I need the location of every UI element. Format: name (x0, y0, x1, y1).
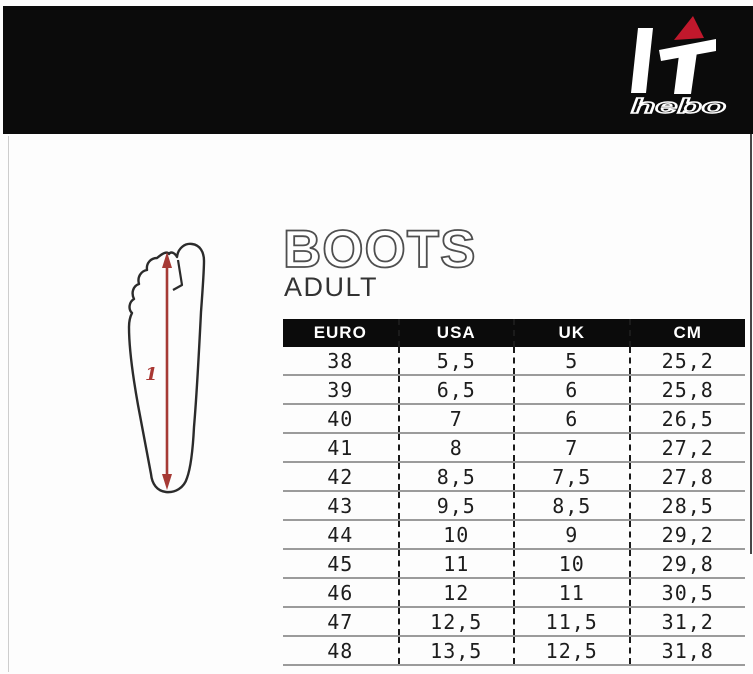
size-cell: 10 (398, 520, 515, 550)
size-cell: 31,8 (629, 636, 745, 666)
red-flag-triangle-icon (674, 16, 704, 40)
table-row: 44 10 9 29,2 (283, 520, 745, 550)
size-cell: 6 (514, 404, 631, 434)
table-row: 39 6,5 6 25,8 (283, 375, 745, 405)
table-row: 42 8,5 7,5 27,8 (283, 462, 745, 492)
size-cell: 44 (283, 520, 400, 550)
measure-label: 1 (145, 364, 158, 385)
size-cell: 5,5 (398, 347, 515, 376)
column-header-usa: USA (398, 319, 515, 347)
size-cell: 41 (283, 433, 400, 463)
size-cell: 8,5 (398, 462, 515, 492)
left-edge-line (8, 136, 9, 672)
size-cell: 11,5 (514, 607, 631, 637)
size-cell: 12 (398, 578, 515, 608)
column-header-uk: UK (514, 319, 631, 347)
table-row: 40 7 6 26,5 (283, 404, 745, 434)
table-row: 48 13,5 12,5 31,8 (283, 636, 745, 666)
table-row: 47 12,5 11,5 31,2 (283, 607, 745, 637)
size-cell: 43 (283, 491, 400, 521)
table-row: 46 12 11 30,5 (283, 578, 745, 608)
size-cell: 12,5 (514, 636, 631, 666)
size-cell: 29,8 (629, 549, 745, 579)
size-cell: 42 (283, 462, 400, 492)
size-cell: 8,5 (514, 491, 631, 521)
size-cell: 27,8 (629, 462, 745, 492)
size-cell: 27,2 (629, 433, 745, 463)
size-cell: 28,5 (629, 491, 745, 521)
size-cell: 10 (514, 549, 631, 579)
size-cell: 9 (514, 520, 631, 550)
size-cell: 30,5 (629, 578, 745, 608)
size-cell: 7,5 (514, 462, 631, 492)
table-row: 45 11 10 29,8 (283, 549, 745, 579)
size-table: EURO USA UK CM 38 5,5 5 25,2 39 6,5 6 25,8 40 7 6 26,5… (283, 319, 745, 666)
right-edge-line (750, 134, 752, 554)
size-cell: 39 (283, 375, 400, 405)
size-cell: 25,8 (629, 375, 745, 405)
size-cell: 9,5 (398, 491, 515, 521)
size-cell: 7 (398, 404, 515, 434)
hebo-h-icon (631, 28, 716, 94)
measure-arrow-icon (162, 252, 172, 490)
table-row: 41 8 7 27,2 (283, 433, 745, 463)
size-table-head: EURO USA UK CM (283, 319, 745, 347)
foot-diagram: 1 (127, 242, 206, 494)
size-cell: 6,5 (398, 375, 515, 405)
size-cell: 31,2 (629, 607, 745, 637)
size-cell: 12,5 (398, 607, 515, 637)
size-cell: 25,2 (629, 347, 745, 376)
page-subtitle: ADULT (284, 272, 379, 302)
size-cell: 47 (283, 607, 400, 637)
size-cell: 45 (283, 549, 400, 579)
size-table-body: 38 5,5 5 25,2 39 6,5 6 25,8 40 7 6 26,5 41 8 7 27,2 42 8,… (283, 347, 745, 666)
size-cell: 5 (514, 347, 631, 376)
table-row: 38 5,5 5 25,2 (283, 347, 745, 376)
size-cell: 26,5 (629, 404, 745, 434)
hebo-wordmark: hebo (631, 96, 726, 118)
column-header-euro: EURO (283, 319, 400, 347)
size-cell: 29,2 (629, 520, 745, 550)
size-cell: 13,5 (398, 636, 515, 666)
hebo-logo: hebo (630, 16, 727, 119)
page-title-text: BOOTS (283, 220, 476, 279)
size-cell: 48 (283, 636, 400, 666)
column-header-cm: CM (629, 319, 745, 347)
size-cell: 11 (514, 578, 631, 608)
size-cell: 8 (398, 433, 515, 463)
page-title: BOOTS (282, 220, 476, 280)
table-row: 43 9,5 8,5 28,5 (283, 491, 745, 521)
size-cell: 11 (398, 549, 515, 579)
foot-outline-icon (127, 242, 206, 494)
size-table-header-row: EURO USA UK CM (283, 319, 745, 347)
brand-header-bar: hebo (3, 6, 753, 134)
size-cell: 7 (514, 433, 631, 463)
size-cell: 6 (514, 375, 631, 405)
size-cell: 46 (283, 578, 400, 608)
size-cell: 38 (283, 347, 400, 376)
size-cell: 40 (283, 404, 400, 434)
